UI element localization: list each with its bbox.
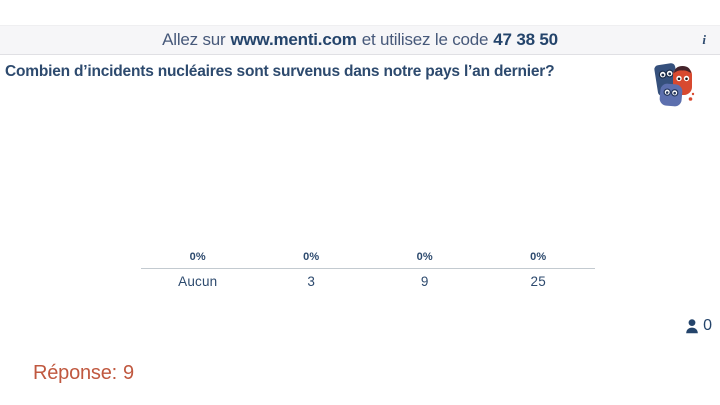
question-title: Combien d’incidents nucléaires sont surv… <box>5 63 555 80</box>
join-instruction-text: Allez sur www.menti.com et utilisez le c… <box>162 30 558 50</box>
join-instruction-bar: Allez sur www.menti.com et utilisez le c… <box>0 25 720 55</box>
category-label-aucun: Aucun <box>178 274 218 289</box>
join-middle: et utilisez le code <box>361 30 489 49</box>
bar-value-label: 0% <box>416 251 433 263</box>
bar-value-label: 0% <box>303 251 320 263</box>
value-label-row: 0% 0% 0% 0% <box>141 251 595 268</box>
bar-value-label: 0% <box>530 251 547 263</box>
join-prefix: Allez sur <box>162 30 226 49</box>
info-icon[interactable]: i <box>702 32 706 48</box>
x-axis-line <box>141 268 595 269</box>
answer-value: 9 <box>123 362 134 384</box>
answer-text: Réponse: 9 <box>33 362 134 385</box>
join-code: 47 38 50 <box>493 30 558 49</box>
category-label-3: 3 <box>307 274 316 289</box>
menti-url: www.menti.com <box>230 30 357 49</box>
poll-bar-chart: 0% 0% 0% 0% Aucun 3 9 25 <box>141 251 595 289</box>
category-label-25: 25 <box>530 274 546 289</box>
participant-counter: 0 <box>685 317 712 335</box>
answer-label: Réponse: <box>33 362 118 384</box>
participant-count: 0 <box>703 317 712 334</box>
person-icon <box>686 319 698 334</box>
category-label-row: Aucun 3 9 25 <box>141 269 595 289</box>
category-label-9: 9 <box>420 274 429 289</box>
mascots-logo <box>654 63 695 107</box>
bar-value-label: 0% <box>189 251 206 263</box>
